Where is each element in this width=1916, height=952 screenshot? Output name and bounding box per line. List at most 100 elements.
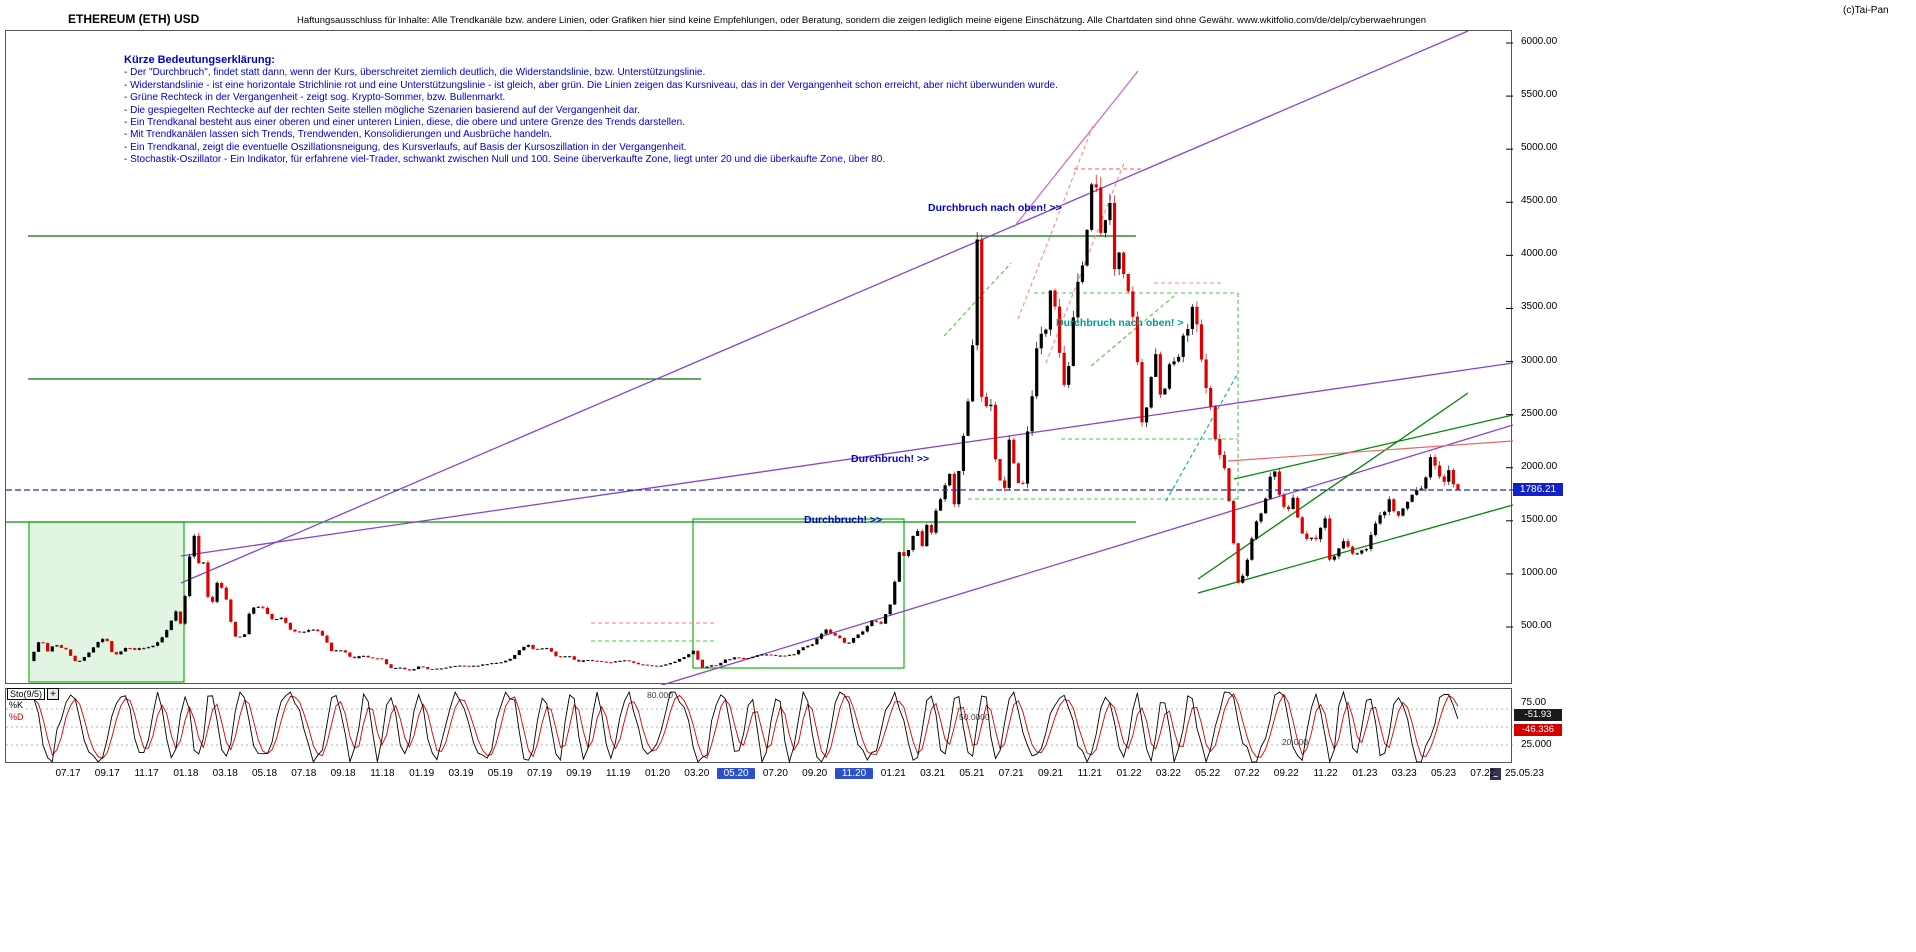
price-axis-label: 5500.00 [1521, 89, 1558, 100]
krypto-sommer-rect-2017 [28, 521, 185, 683]
time-axis-label: 07.21 [998, 768, 1024, 779]
oscillator-level-text: 20.000 [1282, 737, 1308, 747]
time-axis-label: 07.17 [55, 768, 81, 779]
time-axis-label: 09.18 [330, 768, 356, 779]
price-axis-label: 4500.00 [1521, 195, 1558, 206]
oscillator-level-text: 80.000 [647, 690, 673, 700]
time-axis-label: 11.21 [1077, 768, 1102, 779]
time-axis-label: 11.20 [835, 768, 873, 779]
time-axis-label: 07.23 [1470, 768, 1496, 779]
time-axis-label: 07.22 [1234, 768, 1260, 779]
legend-block: Kürze Bedeutungserklärung: - Der "Durchb… [124, 54, 1058, 167]
price-axis-label: 6000.00 [1521, 36, 1558, 47]
trend-purple-mid [659, 424, 1513, 685]
resist-red-2023 [1227, 440, 1513, 462]
oscillator-panel[interactable]: 80.000 50.0000 20.000 [5, 688, 1513, 764]
time-axis-label: 09.22 [1273, 768, 1299, 779]
price-axis-label: 2500.00 [1521, 408, 1558, 419]
legend-line: - Grüne Rechteck in der Vergangenheit - … [124, 92, 506, 104]
time-axis-label: 01.23 [1352, 768, 1378, 779]
time-axis-label: 11.18 [370, 768, 395, 779]
time-axis-label: 01.20 [644, 768, 671, 779]
indicator-expand-button[interactable]: + [47, 688, 59, 700]
breakout-annotation: Durchbruch! >> [804, 514, 883, 526]
time-axis-label: 03.18 [212, 768, 238, 779]
legend-line: - Die gespiegelten Rechtecke auf der rec… [124, 104, 640, 116]
oscillator-upper-level-label: 75.00 [1521, 697, 1547, 708]
price-axis-label: 5000.00 [1521, 142, 1558, 153]
legend-heading: Kürze Bedeutungserklärung: [124, 54, 275, 66]
current-price-badge: 1786.21 [1513, 483, 1563, 496]
oscillator-lower-level-label: 25.000 [1521, 739, 1552, 750]
legend-line: - Ein Trendkanal besteht aus einer obere… [124, 117, 685, 129]
price-axis-label: 1000.00 [1521, 567, 1558, 578]
time-axis-label: 01.18 [173, 768, 199, 779]
price-axis-label: 3000.00 [1521, 355, 1558, 366]
time-axis-label: 09.17 [94, 768, 120, 779]
price-axis-label: 1500.00 [1521, 514, 1558, 525]
krypto-sommer-rect-2020 [692, 518, 905, 669]
time-axis-label: 03.23 [1391, 768, 1417, 779]
price-axis-label: 3500.00 [1521, 301, 1558, 312]
main-chart-canvas[interactable] [5, 30, 1513, 685]
price-axis-label: 4000.00 [1521, 248, 1558, 259]
time-axis-label: 03.21 [920, 768, 946, 779]
time-axis-label: 11.17 [134, 768, 159, 779]
oscillator-level-text: 50.0000 [959, 712, 990, 722]
trend-green-2023-c [1233, 414, 1513, 480]
page-title: ETHEREUM (ETH) USD [68, 12, 200, 26]
disclaimer-text: Haftungsausschluss für Inhalte: Alle Tre… [297, 15, 1427, 26]
breakout-annotation: Durchbruch nach oben! >> [928, 202, 1062, 214]
last-date-label: 25.05.23 [1505, 768, 1544, 779]
percent-k-label: %K [8, 700, 25, 710]
time-axis-label: 01.21 [880, 768, 906, 779]
legend-line: - Ein Trendkanal, zeigt die eventuelle O… [124, 141, 687, 153]
legend-line: - Widerstandslinie - ist eine horizontal… [124, 79, 1058, 91]
diag-teal-dash [1165, 372, 1239, 502]
time-axis-label: 05.23 [1430, 768, 1457, 779]
candlestick-series [32, 174, 1460, 671]
time-axis-label: 09.21 [1037, 768, 1064, 779]
legend-line: - Stochastik-Oszillator - Ein Indikator,… [124, 154, 886, 166]
time-axis-label: 03.19 [448, 768, 474, 779]
time-axis-label: 11.19 [606, 768, 631, 779]
time-axis-label: 05.21 [959, 768, 985, 779]
trend-green-2023-b [1197, 504, 1513, 594]
last-marker: L [1490, 768, 1501, 780]
legend-line: - Der "Durchbruch", findet statt dann, w… [124, 67, 706, 79]
percent-d-label: %D [8, 712, 25, 722]
copyright-label: (c)Tai-Pan [1843, 5, 1889, 16]
time-axis-label: 07.20 [762, 768, 788, 779]
percent-k-value-badge: -51.93 [1514, 709, 1562, 721]
time-axis-label: 05.20 [717, 768, 756, 779]
wedge-red-a [1017, 122, 1095, 320]
stochastic-k-line [33, 690, 1459, 764]
trend-purple-flat [180, 362, 1513, 557]
time-axis-label: 05.18 [251, 768, 278, 779]
time-axis-label: 07.18 [291, 768, 317, 779]
time-axis-label: 01.22 [1116, 768, 1142, 779]
time-axis-label: 07.19 [527, 768, 553, 779]
trend-purple-steep [180, 31, 1469, 584]
time-axis-label: 09.20 [802, 768, 828, 779]
trend-green-2023-a [1197, 392, 1469, 580]
time-axis-label: 05.22 [1195, 768, 1221, 779]
time-axis-label: 05.19 [487, 768, 513, 779]
price-chart-svg[interactable] [6, 31, 1513, 685]
stochastic-d-line [33, 693, 1459, 759]
time-axis-label: 03.22 [1155, 768, 1181, 779]
oscillator-svg[interactable]: 80.000 50.0000 20.000 [6, 689, 1513, 764]
time-axis-label: 11.22 [1313, 768, 1338, 779]
breakout-annotation: Durchbruch nach oben! > [1056, 317, 1184, 329]
stochastic-indicator-label[interactable]: Sto(9/5) [7, 688, 46, 700]
legend-line: - Mit Trendkanälen lassen sich Trends, T… [124, 129, 553, 141]
time-axis-label: 03.20 [684, 768, 710, 779]
trend-magenta [1013, 70, 1139, 228]
time-axis-label: 09.19 [566, 768, 592, 779]
time-axis-label: 01.19 [409, 768, 435, 779]
breakout-annotation: Durchbruch! >> [851, 453, 930, 465]
wedge-red-b [1045, 162, 1125, 364]
percent-d-value-badge: -46.336 [1514, 724, 1562, 736]
price-axis-label: 2000.00 [1521, 461, 1558, 472]
